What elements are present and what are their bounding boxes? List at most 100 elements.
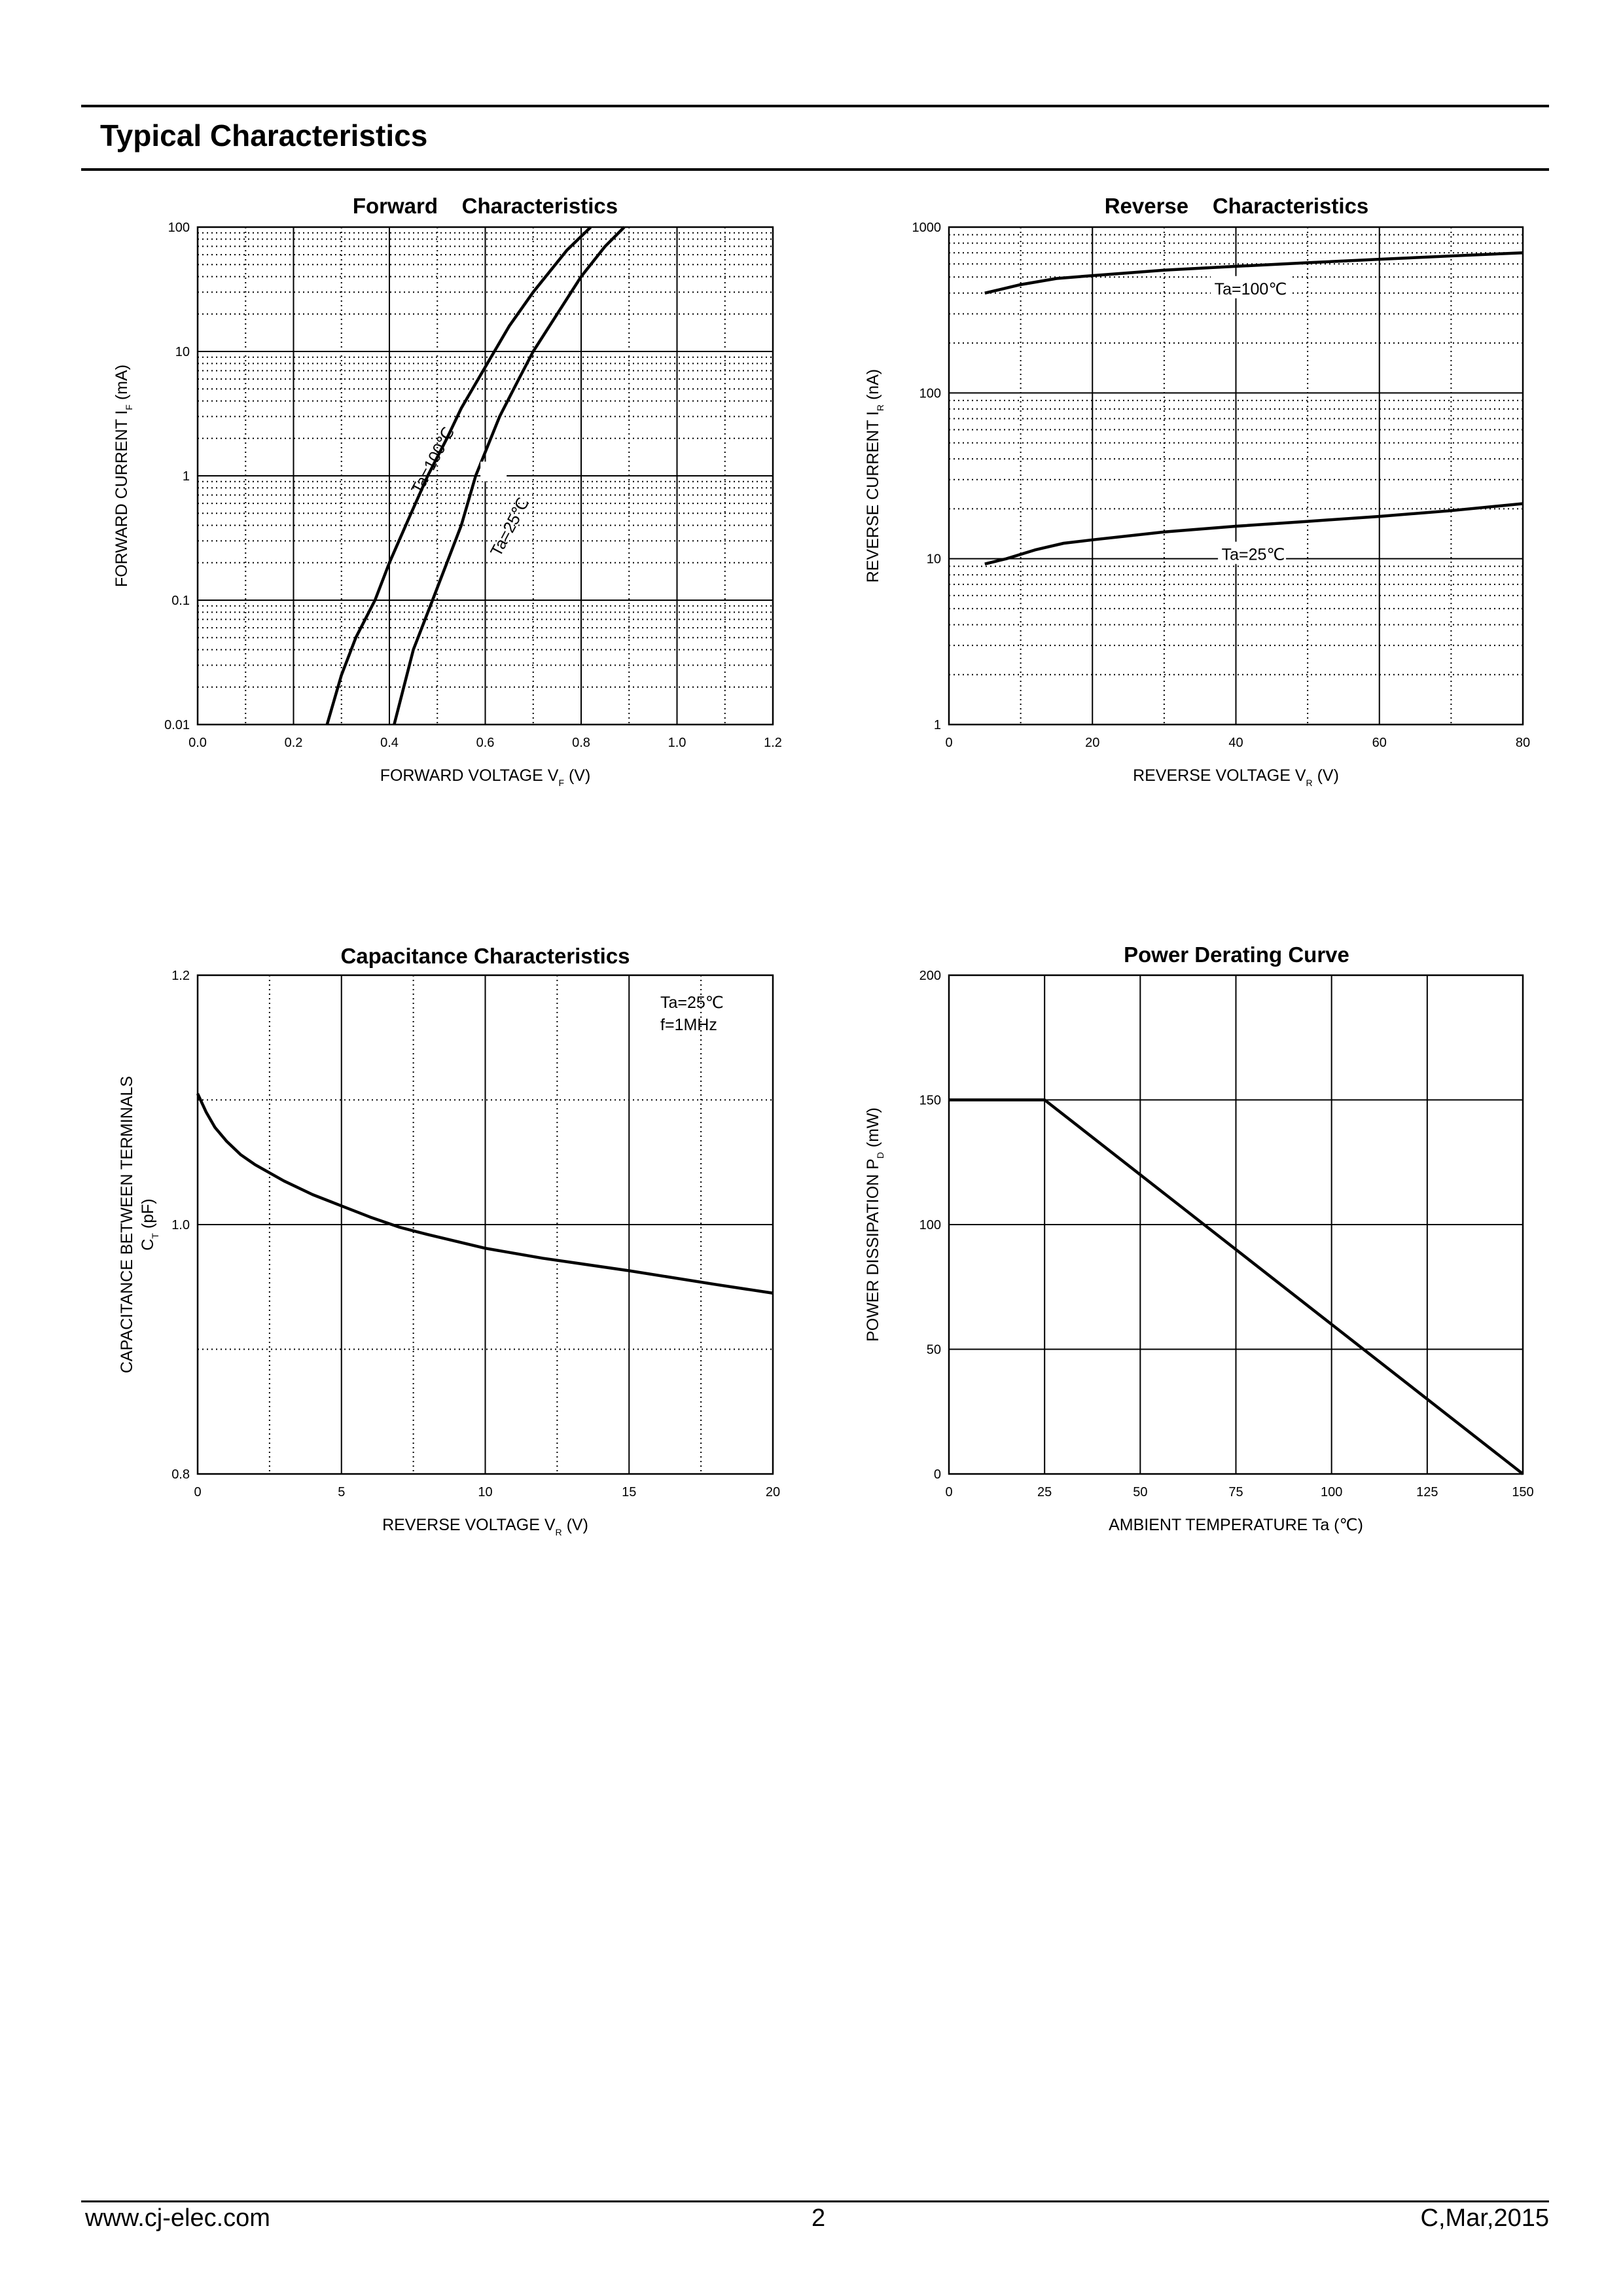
forward-chart-title: Forward Characteristics [352, 194, 618, 218]
y-axis-label: REVERSE CURRENT IR (nA) [864, 369, 885, 583]
x-tick-label: 1.0 [668, 736, 687, 750]
y-axis-subscript: T [150, 1233, 160, 1239]
series-label-100c: Ta=100℃ [1215, 280, 1287, 298]
y-tick-label: 100 [168, 221, 190, 235]
x-tick-label: 0.8 [572, 736, 590, 750]
y-tick-label: 1 [183, 469, 190, 484]
y-tick-label: 1 [934, 718, 941, 732]
y-axis-label-text: FORWARD CURRENT [113, 415, 131, 587]
y-axis-unit: (mW) [864, 1107, 882, 1152]
y-axis-symbol: I [113, 410, 131, 415]
footer-website[interactable]: www.cj-elec.com [85, 2204, 270, 2232]
chart-annotation: f=1MHz [660, 1016, 717, 1034]
x-tick-label: 80 [1516, 736, 1530, 750]
y-tick-label: 150 [919, 1094, 941, 1108]
y-axis-label-text: POWER DISSIPATION [864, 1170, 882, 1342]
plot-frame [948, 226, 1524, 726]
footer-rule [81, 2200, 1549, 2202]
x-tick-label: 0 [194, 1485, 201, 1499]
x-tick-label: 0.0 [188, 736, 207, 750]
y-axis-unit: (nA) [864, 369, 882, 404]
label-background [1218, 541, 1287, 564]
y-tick-label: 100 [919, 386, 941, 401]
chart-annotation: Ta=25℃ [660, 994, 724, 1012]
x-axis-subscript: R [556, 1527, 562, 1537]
x-tick-label: 10 [478, 1485, 492, 1499]
x-tick-label: 150 [1512, 1485, 1533, 1499]
reverse-chart-title: Reverse Characteristics [1104, 194, 1369, 218]
y-tick-label: 0 [934, 1467, 941, 1482]
y-axis-label: CAPACITANCE BETWEEN TERMINALS CT (pF) [118, 1076, 160, 1373]
x-tick-label: 0.2 [285, 736, 303, 750]
series-line-ta25 [393, 226, 626, 725]
x-tick-label: 0.4 [380, 736, 399, 750]
x-tick-label: 0.6 [476, 736, 495, 750]
y-tick-label: 0.1 [171, 594, 190, 608]
y-tick-label: 1.2 [171, 969, 190, 983]
x-axis-subscript: F [558, 778, 564, 788]
y-tick-label: 10 [927, 552, 941, 567]
footer-revision: C,Mar,2015 [1420, 2204, 1549, 2232]
forward-chart: 0.0 0.2 0.4 0.6 0.8 1.0 1.2 0.01 0.1 1 10 100 FORWAR… [113, 221, 782, 788]
x-axis-label: REVERSE VOLTAGE VR (V) [1133, 766, 1339, 788]
y-axis-symbol: P [864, 1158, 882, 1170]
x-tick-label: 40 [1228, 736, 1243, 750]
y-tick-label: 0.01 [164, 718, 190, 732]
x-axis-subscript: R [1306, 778, 1313, 788]
x-axis-symbol: V [548, 766, 559, 785]
x-axis-unit: (V) [562, 1516, 588, 1534]
y-axis-symbol: I [864, 411, 882, 416]
x-tick-label: 0 [945, 1485, 952, 1499]
y-tick-label: 200 [919, 969, 941, 983]
x-tick-label: 100 [1321, 1485, 1342, 1499]
x-tick-label: 20 [766, 1485, 780, 1499]
y-tick-label: 50 [927, 1343, 941, 1357]
y-tick-label: 1000 [912, 221, 942, 235]
x-axis-label-text: AMBIENT TEMPERATURE [1109, 1516, 1312, 1534]
y-axis-subscript: R [875, 404, 885, 411]
footer-page-number: 2 [812, 2204, 826, 2232]
plot-frame [196, 974, 774, 1475]
x-tick-label: 15 [622, 1485, 636, 1499]
x-tick-label: 50 [1133, 1485, 1147, 1499]
x-tick-label: 1.2 [764, 736, 782, 750]
x-axis-label-text: REVERSE VOLTAGE [382, 1516, 544, 1534]
x-axis-unit: (V) [1313, 766, 1339, 785]
capacitance-chart: 0 5 10 15 20 0.8 1.0 1.2 REVERSE VOLTAGE VR (V) C… [118, 969, 780, 1537]
x-axis-unit: (℃) [1329, 1516, 1363, 1534]
page-title: Typical Characteristics [100, 118, 428, 152]
power-chart-title: Power Derating Curve [1124, 942, 1349, 967]
x-tick-label: 60 [1372, 736, 1387, 750]
y-tick-label: 1.0 [171, 1218, 190, 1232]
x-tick-label: 25 [1037, 1485, 1052, 1499]
y-axis-unit: (pF) [139, 1198, 157, 1233]
x-axis-symbol: V [544, 1516, 556, 1534]
x-axis-unit: (V) [564, 766, 590, 785]
series-label-25c: Ta=25℃ [1222, 546, 1285, 564]
series-label-100c: Ta=100℃ [408, 424, 458, 497]
series-line-pd [949, 1098, 1524, 1475]
header-bottom-rule [81, 168, 1549, 171]
label-background [1211, 276, 1290, 298]
series-line-ta100 [325, 226, 592, 725]
y-axis-label: FORWARD CURRENT IF (mA) [113, 365, 134, 587]
y-axis-label: POWER DISSIPATION PD (mW) [864, 1107, 885, 1342]
series-line-ta25 [984, 502, 1524, 565]
x-axis-symbol: V [1295, 766, 1306, 785]
series-line-ct [196, 1093, 774, 1295]
x-axis-symbol: Ta [1312, 1516, 1330, 1534]
series-line-ta100 [984, 251, 1524, 295]
x-axis-label-text: FORWARD VOLTAGE [380, 766, 548, 785]
x-tick-label: 0 [945, 736, 952, 750]
y-axis-subscript: F [124, 404, 134, 410]
x-tick-label: 75 [1228, 1485, 1243, 1499]
y-axis-label-text: CAPACITANCE BETWEEN TERMINALS [118, 1076, 136, 1373]
x-tick-label: 125 [1416, 1485, 1438, 1499]
y-tick-label: 0.8 [171, 1467, 190, 1482]
x-axis-label-text: REVERSE VOLTAGE [1133, 766, 1295, 785]
header-top-rule [81, 105, 1549, 107]
x-axis-label: AMBIENT TEMPERATURE Ta (℃) [1109, 1516, 1363, 1534]
x-axis-label: FORWARD VOLTAGE VF (V) [380, 766, 591, 788]
plot-frame [196, 226, 774, 726]
